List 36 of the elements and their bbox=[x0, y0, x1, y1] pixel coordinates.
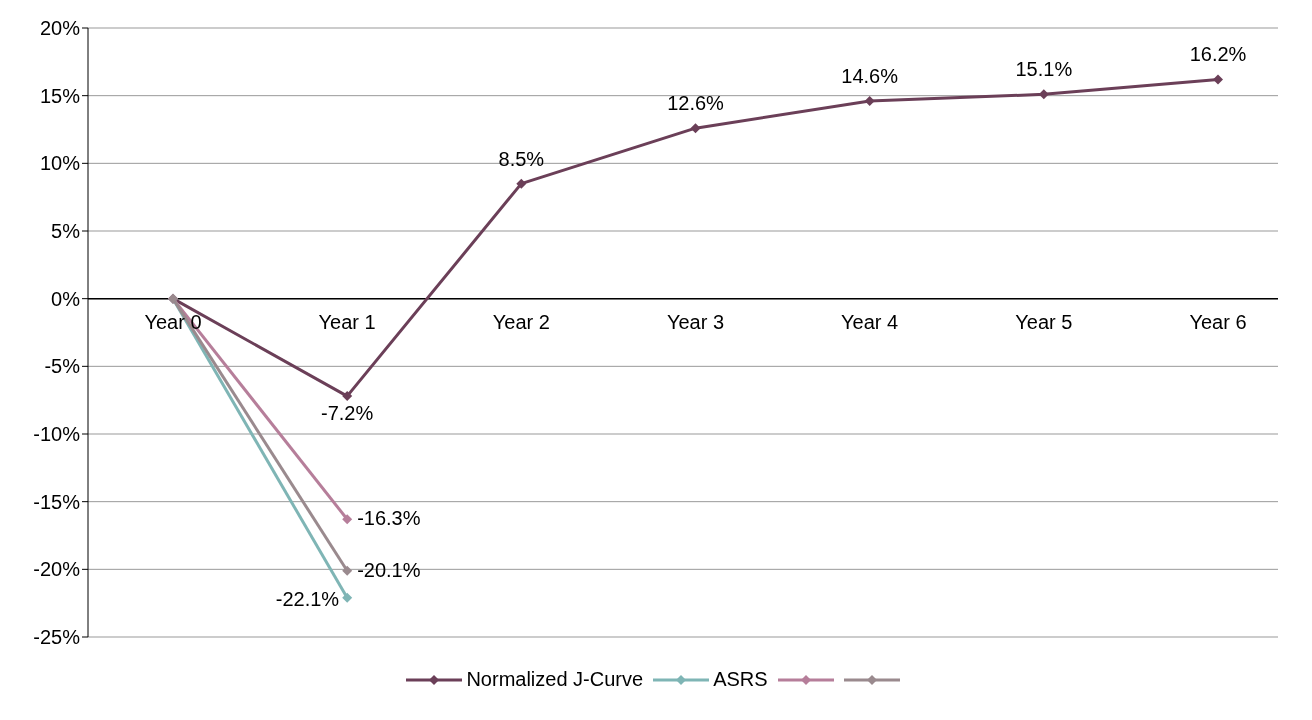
y-tick-label: 10% bbox=[39, 152, 81, 175]
y-tick-label: 15% bbox=[39, 84, 81, 107]
data-label: 12.6% bbox=[667, 92, 725, 115]
point bbox=[342, 592, 353, 603]
data-label: -22.1% bbox=[275, 587, 340, 610]
point bbox=[342, 514, 353, 525]
legend-label: ASRS bbox=[713, 668, 768, 691]
x-tick-label: Year 3 bbox=[666, 310, 725, 333]
data-label: -20.1% bbox=[357, 558, 421, 581]
y-tick-label: -5% bbox=[44, 355, 81, 378]
data-label: -7.2% bbox=[321, 402, 374, 425]
y-tick-label: -15% bbox=[33, 490, 81, 513]
y-tick-label: -10% bbox=[33, 423, 81, 446]
y-tick-label: 0% bbox=[51, 287, 81, 310]
data-label: 15.1% bbox=[1015, 58, 1073, 81]
x-tick-label: Year 0 bbox=[144, 310, 202, 333]
data-label: 16.2% bbox=[1189, 43, 1247, 66]
point bbox=[516, 178, 527, 189]
legend-label: Normalized J-Curve bbox=[466, 668, 644, 691]
y-tick-label: -25% bbox=[33, 626, 81, 649]
point bbox=[690, 123, 701, 134]
x-tick-label: Year 1 bbox=[318, 310, 376, 333]
x-tick-label: Year 2 bbox=[492, 310, 550, 333]
point bbox=[342, 391, 353, 402]
x-tick-label: Year 4 bbox=[841, 310, 899, 333]
data-label: 14.6% bbox=[841, 65, 899, 88]
data-label: 8.5% bbox=[498, 147, 545, 170]
x-tick-label: Year 6 bbox=[1189, 310, 1247, 333]
data-label: -16.3% bbox=[357, 507, 421, 530]
point bbox=[342, 565, 353, 576]
x-tick-label: Year 5 bbox=[1015, 310, 1073, 333]
y-tick-label: 5% bbox=[51, 220, 81, 243]
point bbox=[864, 96, 875, 107]
point bbox=[1213, 74, 1223, 85]
y-tick-label: 20% bbox=[39, 17, 81, 40]
y-tick-label: -20% bbox=[33, 558, 81, 581]
